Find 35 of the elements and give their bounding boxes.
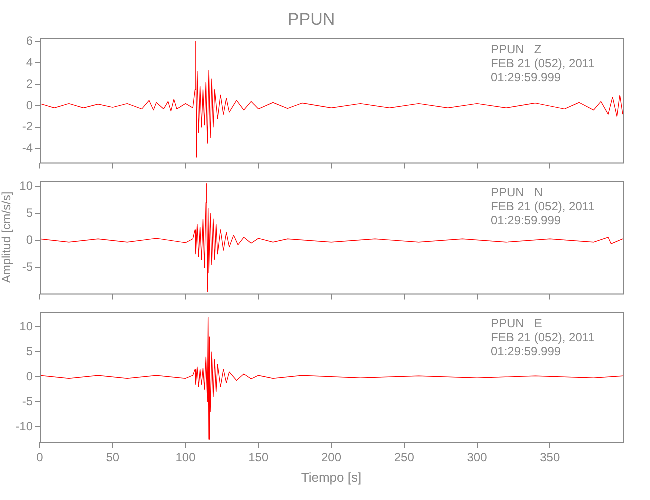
y-tick-label: 0	[26, 98, 34, 112]
x-tick-label: 350	[540, 450, 560, 465]
y-tick-label: 4	[26, 55, 34, 70]
annotation: PPUN E	[491, 316, 542, 331]
annotation: PPUN Z	[491, 42, 542, 57]
x-tick-label: 100	[176, 450, 196, 465]
x-tick-label: 150	[248, 450, 269, 465]
x-tick-label: 200	[321, 450, 342, 465]
y-tick-label: 0	[26, 233, 34, 248]
y-tick-label: 10	[20, 178, 34, 193]
y-tick-label: -2	[22, 120, 34, 134]
y-tick-label: -4	[22, 141, 34, 156]
x-tick-label: 300	[467, 450, 488, 465]
y-tick-label: -10	[16, 419, 34, 434]
x-tick-label: 0	[36, 450, 44, 465]
annotation: 01:29:59.999	[491, 214, 562, 228]
y-tick-label: 6	[26, 34, 34, 48]
y-tick-label: 5	[26, 344, 34, 358]
annotation: 01:29:59.999	[491, 344, 562, 359]
annotation: FEB 21 (052), 2011	[491, 56, 596, 71]
x-tick-label: 250	[394, 450, 415, 465]
annotation: FEB 21 (052), 2011	[491, 330, 596, 345]
y-tick-label: 2	[26, 76, 34, 91]
chart-title: PPUN	[288, 10, 336, 29]
annotation: 01:29:59.999	[491, 70, 562, 85]
y-axis-title: Amplitud [cm/s/s]	[0, 192, 14, 284]
y-tick-label: 0	[26, 369, 34, 384]
x-axis-title: Tiempo [s]	[301, 470, 362, 485]
y-tick-label: -5	[22, 260, 34, 274]
annotation: FEB 21 (052), 2011	[491, 200, 596, 214]
annotation: PPUN N	[491, 186, 544, 200]
y-tick-label: 5	[26, 206, 34, 220]
y-tick-label: 10	[20, 319, 34, 334]
x-tick-label: 50	[106, 450, 120, 465]
y-tick-label: -5	[22, 394, 34, 408]
